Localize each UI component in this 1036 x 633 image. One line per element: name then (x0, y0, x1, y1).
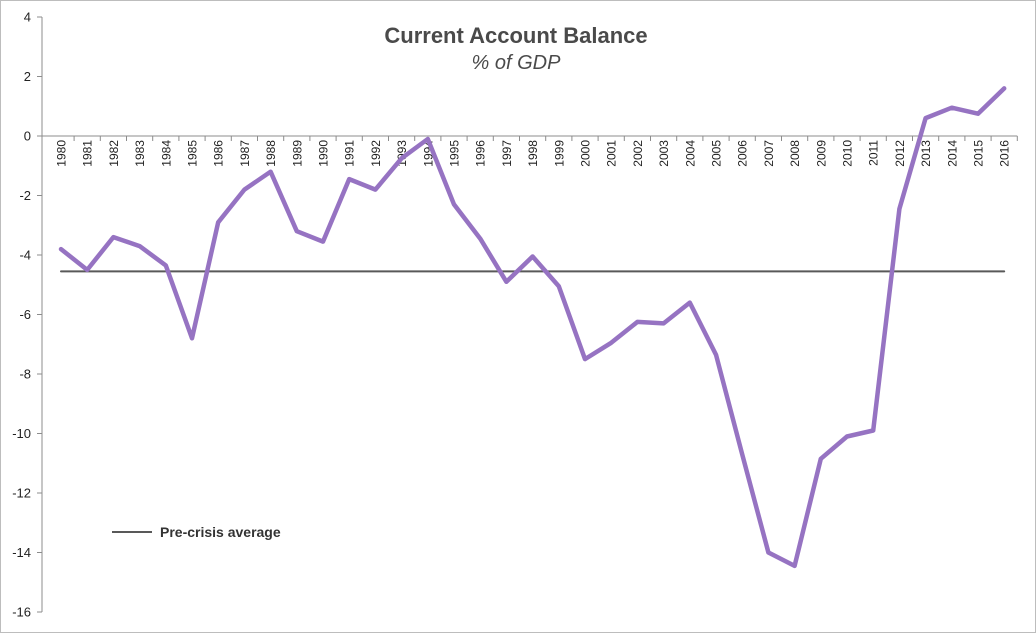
x-tick-label: 2007 (762, 140, 776, 167)
x-tick-label: 1984 (159, 140, 173, 167)
series-line-current-account-balance (58, 86, 1007, 569)
y-tick-label: 0 (24, 129, 31, 144)
x-tick-label: 2001 (605, 140, 619, 167)
y-tick-label: -6 (19, 307, 31, 322)
x-tick-label: 2012 (893, 140, 907, 167)
legend: Pre-crisis average (112, 524, 281, 540)
y-tick-label: -4 (19, 248, 31, 263)
x-tick-label: 1996 (474, 140, 488, 167)
chart-title: Current Account Balance (384, 23, 647, 48)
x-tick-label: 2002 (631, 140, 645, 167)
chart-subtitle: % of GDP (472, 52, 562, 74)
x-axis-ticks: 1980 1981 1982 1983 1984 1985 1986 1987 1988 1989… (55, 136, 1018, 167)
x-tick-label: 2003 (657, 140, 671, 167)
y-tick-label: -8 (19, 367, 31, 382)
x-tick-label: 1990 (317, 140, 331, 167)
y-tick-label: -2 (19, 188, 31, 203)
x-tick-label: 2011 (867, 140, 881, 166)
y-tick-label: -10 (12, 426, 31, 441)
x-tick-label: 1991 (343, 140, 357, 167)
y-tick-label: 2 (24, 69, 31, 84)
x-tick-label: 1986 (212, 140, 226, 167)
x-tick-label: 1997 (500, 140, 514, 167)
y-tick-label: -12 (12, 486, 31, 501)
legend-label-pre-crisis-average: Pre-crisis average (160, 524, 281, 540)
x-tick-label: 1982 (107, 140, 121, 167)
axes (41, 17, 1018, 612)
x-tick-label: 1985 (186, 140, 200, 167)
x-tick-label: 2010 (841, 140, 855, 167)
x-tick-label: 2006 (736, 140, 750, 167)
x-tick-label: 1998 (526, 140, 540, 167)
x-tick-label: 2005 (710, 140, 724, 167)
x-tick-label: 1981 (81, 140, 95, 167)
x-tick-label: 1989 (290, 140, 304, 167)
x-tick-label: 1992 (369, 140, 383, 167)
y-axis-ticks: 4 2 0 -2 -4 -6 -8 -10 -12 -14 -16 (12, 10, 42, 620)
x-tick-label: 2016 (998, 140, 1012, 167)
x-tick-label: 1980 (55, 140, 69, 167)
x-tick-label: 1987 (238, 140, 252, 167)
x-tick-label: 2008 (788, 140, 802, 167)
x-tick-label: 2015 (972, 140, 986, 167)
y-tick-label: 4 (24, 10, 31, 25)
x-tick-label: 1999 (552, 140, 566, 167)
x-tick-label: 2000 (579, 140, 593, 167)
x-tick-label: 1983 (133, 140, 147, 167)
x-tick-label: 2013 (919, 140, 933, 167)
x-tick-label: 2014 (945, 140, 959, 167)
x-tick-label: 2009 (814, 140, 828, 167)
x-tick-label: 1995 (448, 140, 462, 167)
x-tick-label: 2004 (683, 140, 697, 167)
y-tick-label: -16 (12, 605, 31, 620)
y-tick-label: -14 (12, 545, 31, 560)
series-group (58, 86, 1007, 569)
x-tick-label: 1988 (264, 140, 278, 167)
